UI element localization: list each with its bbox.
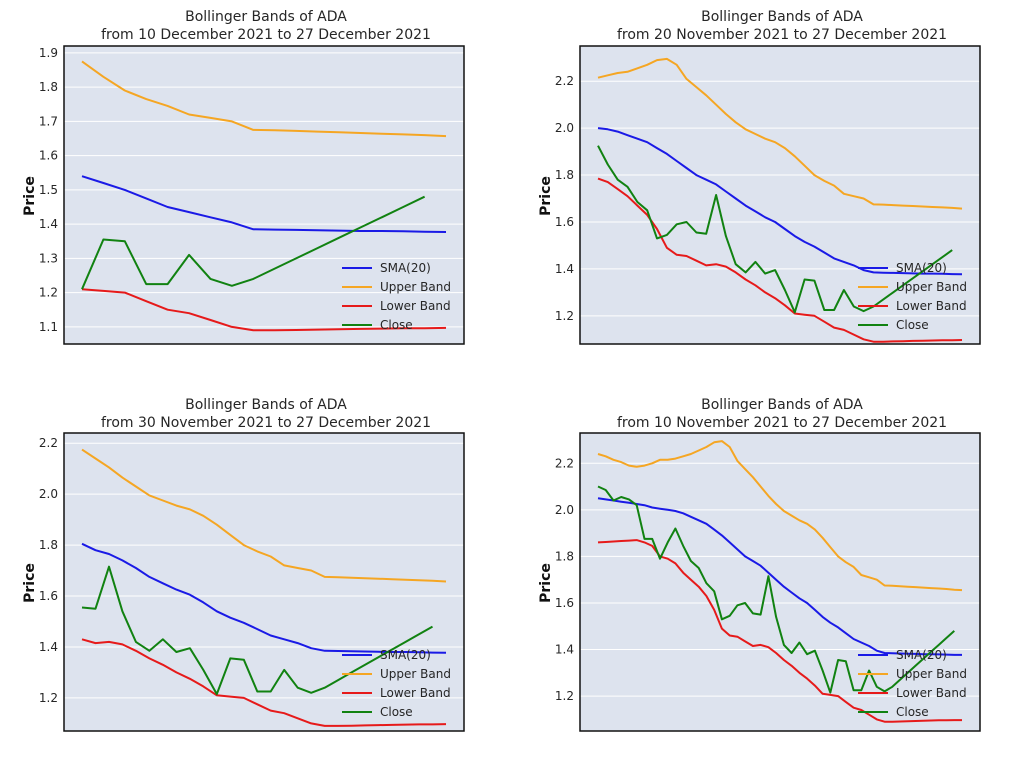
legend-label-close: Close <box>380 318 413 332</box>
y-tick-label: 2.2 <box>555 456 574 470</box>
plot-area: 1.2 1.4 1.6 1.8 2.0 2.2 <box>555 432 981 732</box>
y-tick-label: 1.2 <box>555 309 574 323</box>
y-tick-label: 2.0 <box>555 121 574 135</box>
series-line-sma <box>597 497 962 656</box>
y-axis-label: Price <box>538 176 554 216</box>
legend: SMA(20) Upper Band Lower Band Close <box>858 648 967 719</box>
plot-area: 1.2 1.4 1.6 1.8 2.0 2.2 <box>39 432 465 732</box>
y-tick-label: 1.6 <box>39 589 58 603</box>
y-tick-label: 2.0 <box>39 487 58 501</box>
y-tick-label: 1.8 <box>39 538 58 552</box>
chart-svg-2: Bollinger Bands of ADA from 20 November … <box>538 9 981 345</box>
series-line-sma <box>81 175 447 233</box>
y-tick-label: 1.1 <box>39 320 58 334</box>
chart-subtitle: from 10 November 2021 to 27 December 202… <box>617 415 947 431</box>
y-tick-label: 1.4 <box>39 640 58 654</box>
y-tick-label: 1.8 <box>39 80 58 94</box>
series-line-close <box>597 485 955 694</box>
y-tick-label: 1.4 <box>555 262 574 276</box>
chart-panel-3: Bollinger Bands of ADA from 30 November … <box>0 387 515 773</box>
legend: SMA(20) Upper Band Lower Band Close <box>858 261 967 332</box>
legend-label-lower: Lower Band <box>380 686 451 700</box>
chart-subtitle: from 10 December 2021 to 27 December 202… <box>101 27 431 43</box>
chart-title: Bollinger Bands of ADA <box>701 9 863 25</box>
legend-label-sma: SMA(20) <box>896 648 947 662</box>
legend-label-close: Close <box>896 318 929 332</box>
plot-frame <box>63 432 465 732</box>
legend-label-sma: SMA(20) <box>380 261 431 275</box>
series-line-close <box>81 565 433 696</box>
legend: SMA(20) Upper Band Lower Band Close <box>342 648 451 719</box>
legend-label-sma: SMA(20) <box>380 648 431 662</box>
y-axis-label: Price <box>538 563 554 603</box>
legend: SMA(20) Upper Band Lower Band Close <box>342 261 451 332</box>
y-tick-label: 1.2 <box>555 689 574 703</box>
plot-frame <box>579 432 981 732</box>
chart-svg-3: Bollinger Bands of ADA from 30 November … <box>22 397 465 732</box>
plot-area: 1.2 1.4 1.6 1.8 2.0 2.2 <box>555 45 981 345</box>
chart-subtitle: from 20 November 2021 to 27 December 202… <box>617 27 947 43</box>
y-tick-label: 1.2 <box>39 691 58 705</box>
chart-title: Bollinger Bands of ADA <box>185 9 347 25</box>
chart-panel-4: Bollinger Bands of ADA from 10 November … <box>516 387 1031 773</box>
chart-title: Bollinger Bands of ADA <box>185 397 347 413</box>
y-tick-label: 1.8 <box>555 168 574 182</box>
legend-label-upper: Upper Band <box>380 667 451 681</box>
series-line-upper <box>81 448 447 583</box>
y-tick-label: 1.6 <box>555 215 574 229</box>
series-line-lower <box>597 177 963 343</box>
y-tick-label: 1.8 <box>555 549 574 563</box>
chart-svg-1: Bollinger Bands of ADA from 10 December … <box>22 9 465 345</box>
plot-frame <box>579 45 981 345</box>
series-line-upper <box>597 57 963 210</box>
plot-background <box>580 46 980 344</box>
chart-svg-4: Bollinger Bands of ADA from 10 November … <box>538 397 981 732</box>
series-line-upper <box>597 440 963 592</box>
y-tick-label: 1.9 <box>39 46 58 60</box>
y-tick-label: 1.3 <box>39 251 58 265</box>
legend-label-lower: Lower Band <box>380 299 451 313</box>
legend-label-upper: Upper Band <box>896 667 967 681</box>
y-tick-label: 1.6 <box>39 149 58 163</box>
y-tick-label: 1.6 <box>555 596 574 610</box>
series-line-upper <box>81 60 447 138</box>
y-tick-label: 1.7 <box>39 114 58 128</box>
y-axis-label: Price <box>22 176 38 216</box>
y-tick-label: 1.4 <box>555 643 574 657</box>
legend-label-upper: Upper Band <box>896 280 967 294</box>
plot-frame <box>63 45 465 345</box>
legend-label-sma: SMA(20) <box>896 261 947 275</box>
series-line-sma <box>597 127 963 276</box>
y-tick-label: 1.5 <box>39 183 58 197</box>
chart-title: Bollinger Bands of ADA <box>701 397 863 413</box>
y-tick-label: 2.0 <box>555 503 574 517</box>
series-line-close <box>81 195 426 290</box>
series-line-lower <box>81 638 447 727</box>
plot-area: 1.1 1.2 1.3 1.4 1.5 1.6 1.7 1.8 1.9 <box>39 45 465 345</box>
chart-panel-1: Bollinger Bands of ADA from 10 December … <box>0 0 515 386</box>
y-tick-label: 1.4 <box>39 217 58 231</box>
y-tick-label: 2.2 <box>555 74 574 88</box>
legend-label-close: Close <box>380 705 413 719</box>
series-line-close <box>597 145 953 314</box>
y-tick-label: 1.2 <box>39 286 58 300</box>
legend-label-upper: Upper Band <box>380 280 451 294</box>
y-axis-label: Price <box>22 563 38 603</box>
legend-label-close: Close <box>896 705 929 719</box>
legend-label-lower: Lower Band <box>896 299 967 313</box>
series-line-sma <box>81 542 447 654</box>
series-line-lower <box>81 288 447 332</box>
chart-panel-2: Bollinger Bands of ADA from 20 November … <box>516 0 1031 386</box>
chart-subtitle: from 30 November 2021 to 27 December 202… <box>101 415 431 431</box>
legend-label-lower: Lower Band <box>896 686 967 700</box>
y-tick-label: 2.2 <box>39 436 58 450</box>
